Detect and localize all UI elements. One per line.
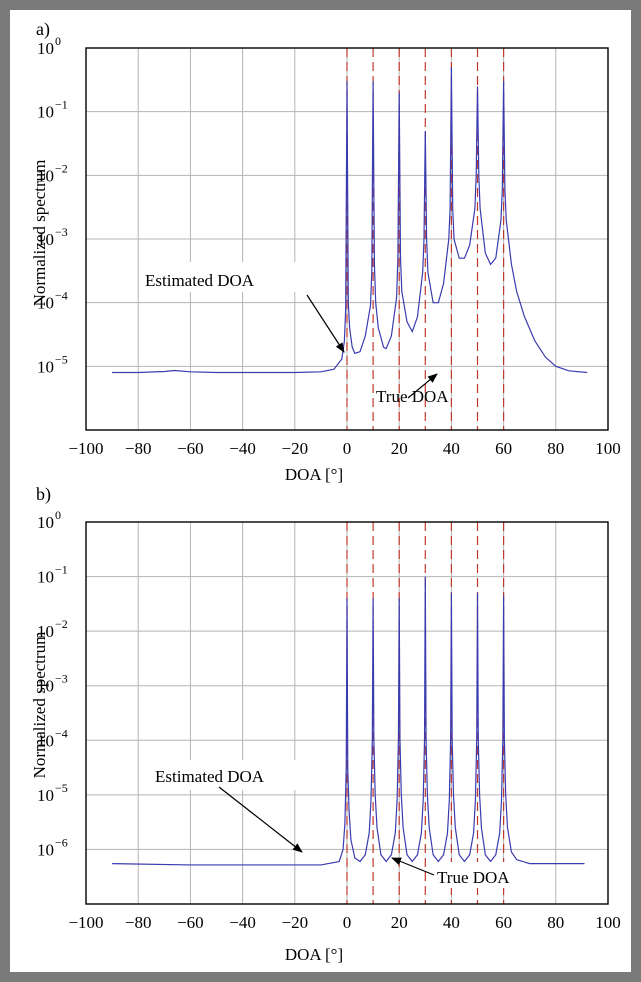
y-tick-label: 10 <box>37 294 54 313</box>
svg-text:True DOA: True DOA <box>376 387 449 406</box>
annotation-true-doa-a: True DOA <box>376 373 449 406</box>
x-tick-label: −20 <box>282 439 309 458</box>
x-tick-label: 60 <box>495 439 512 458</box>
arrow-true-doa-b <box>391 857 435 876</box>
y-tick-label: 10 <box>37 513 54 532</box>
arrow-true-doa-a <box>407 373 438 399</box>
x-tick-label: −80 <box>125 439 152 458</box>
x-tick-label: 100 <box>595 913 621 932</box>
x-tick-label: 80 <box>547 913 564 932</box>
y-axis-title-a: Normalized spectrum <box>30 160 49 307</box>
annotation-estimated-doa-a: Estimated DOA <box>140 262 345 353</box>
y-tick-label: 10 <box>37 622 54 641</box>
x-tick-label: 40 <box>443 439 460 458</box>
spectrum-series-a <box>112 67 588 374</box>
y-tick-exponent: −5 <box>55 781 68 795</box>
panel-label-b: b) <box>36 484 51 505</box>
y-tick-exponent: −3 <box>55 225 68 239</box>
x-tick-label: 80 <box>547 439 564 458</box>
x-tick-labels-a: −100 −80 −60 −40 −20 0 20 40 60 80 100 <box>68 439 620 458</box>
panel-b: b) DOA [°] Normalized spectrum −100 −80 −6… <box>30 484 621 964</box>
spectrum-series-b <box>112 576 585 866</box>
y-tick-label: 10 <box>37 230 54 249</box>
x-tick-labels-b: −100 −80 −60 −40 −20 0 20 40 60 80 100 <box>68 913 620 932</box>
y-tick-label: 10 <box>37 357 54 376</box>
svg-text:Estimated DOA: Estimated DOA <box>145 271 255 290</box>
y-tick-exponent: −4 <box>55 289 68 303</box>
x-tick-label: −100 <box>68 913 103 932</box>
annotation-estimated-doa-b: Estimated DOA <box>150 760 330 853</box>
x-tick-label: 0 <box>343 439 352 458</box>
x-tick-label: −60 <box>177 913 204 932</box>
y-tick-exponent: −4 <box>55 726 68 740</box>
y-tick-exponent: −1 <box>55 563 68 577</box>
x-tick-label: −100 <box>68 439 103 458</box>
y-tick-label: 10 <box>37 103 54 122</box>
y-tick-label: 10 <box>37 166 54 185</box>
x-tick-label: 0 <box>343 913 352 932</box>
y-tick-exponent: −3 <box>55 672 68 686</box>
x-tick-label: 20 <box>391 439 408 458</box>
panel-label-a: a) <box>36 19 50 40</box>
y-tick-exponent: −6 <box>55 835 68 849</box>
x-tick-label: 60 <box>495 913 512 932</box>
y-tick-label: 10 <box>37 568 54 587</box>
y-tick-exponent: −1 <box>55 98 68 112</box>
arrow-estimated-doa-b <box>218 786 303 853</box>
x-tick-label: 40 <box>443 913 460 932</box>
plot-area-b <box>85 521 609 905</box>
x-tick-label: 100 <box>595 439 621 458</box>
panel-a: a) DOA [°] Normalized spectrum −100 −80 −6… <box>30 19 621 484</box>
x-axis-title-a: DOA [°] <box>285 465 343 484</box>
x-tick-label: 20 <box>391 913 408 932</box>
y-axis-title-b: Normalized spectrum <box>30 632 49 779</box>
y-tick-label: 10 <box>37 840 54 859</box>
svg-text:True DOA: True DOA <box>437 868 510 887</box>
y-tick-label: 10 <box>37 677 54 696</box>
y-tick-exponent: 0 <box>55 34 61 48</box>
x-tick-label: −60 <box>177 439 204 458</box>
y-tick-label: 10 <box>37 731 54 750</box>
x-tick-label: −40 <box>229 439 256 458</box>
annotation-true-doa-b: True DOA <box>391 857 524 888</box>
x-axis-title-b: DOA [°] <box>285 945 343 964</box>
y-tick-exponent: −2 <box>55 161 68 175</box>
x-tick-label: −20 <box>282 913 309 932</box>
plot-area-a <box>85 47 609 431</box>
y-tick-exponent: −5 <box>55 352 68 366</box>
x-tick-label: −40 <box>229 913 256 932</box>
y-tick-exponent: 0 <box>55 508 61 522</box>
arrow-estimated-doa-a <box>306 294 345 353</box>
x-tick-label: −80 <box>125 913 152 932</box>
y-tick-exponent: −2 <box>55 617 68 631</box>
y-tick-label: 10 <box>37 39 54 58</box>
svg-text:Estimated DOA: Estimated DOA <box>155 767 265 786</box>
y-tick-label: 10 <box>37 786 54 805</box>
